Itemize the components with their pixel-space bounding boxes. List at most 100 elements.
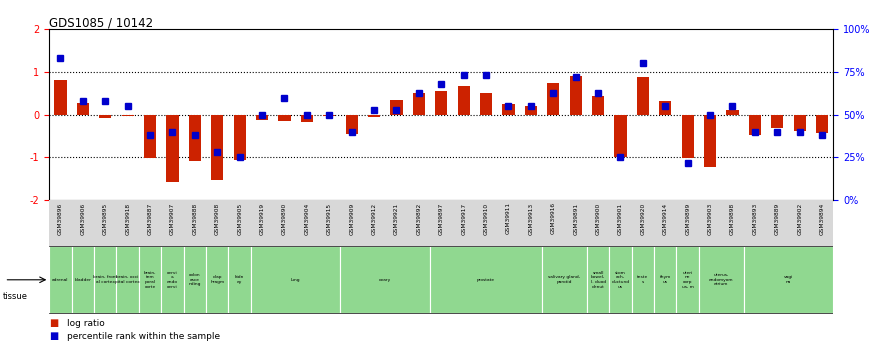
Text: GSM39906: GSM39906 — [81, 203, 85, 235]
Bar — [659, 101, 671, 115]
Text: ovary: ovary — [379, 278, 392, 282]
Bar — [587, 246, 609, 313]
Text: GSM39915: GSM39915 — [327, 203, 332, 235]
Bar — [340, 246, 430, 313]
Text: cervi
x,
endo
cervi: cervi x, endo cervi — [167, 271, 178, 289]
Text: GSM39904: GSM39904 — [305, 203, 309, 235]
Text: GSM39897: GSM39897 — [439, 203, 444, 235]
Bar — [435, 91, 447, 115]
Text: salivary gland,
parotid: salivary gland, parotid — [548, 276, 581, 284]
Bar — [771, 115, 783, 128]
Bar — [704, 115, 716, 167]
Bar — [542, 246, 587, 313]
Text: GSM39921: GSM39921 — [394, 203, 399, 235]
Bar — [211, 115, 223, 180]
Bar — [413, 93, 425, 115]
Bar — [346, 115, 358, 134]
Text: GSM39889: GSM39889 — [775, 203, 780, 235]
Text: GSM39919: GSM39919 — [260, 203, 264, 235]
Text: colon
asce
nding: colon asce nding — [189, 273, 201, 286]
Bar — [749, 115, 761, 135]
Bar — [94, 246, 116, 313]
Text: vagi
na: vagi na — [784, 276, 793, 284]
Text: lung: lung — [291, 278, 300, 282]
Text: tissue: tissue — [3, 292, 28, 301]
Text: stom
ach,
ductund
us: stom ach, ductund us — [611, 271, 630, 289]
Text: GSM39899: GSM39899 — [685, 203, 690, 235]
Bar — [570, 76, 582, 115]
Bar — [615, 115, 626, 157]
Bar — [816, 115, 828, 132]
Bar — [122, 115, 134, 116]
Text: brain, occi
pital cortex: brain, occi pital cortex — [116, 276, 140, 284]
Bar — [49, 246, 72, 313]
Bar — [144, 115, 156, 158]
Bar — [256, 115, 268, 120]
Text: GSM39909: GSM39909 — [349, 203, 354, 235]
Text: GSM39903: GSM39903 — [708, 203, 712, 235]
Bar — [632, 246, 654, 313]
Text: GSM39912: GSM39912 — [372, 203, 376, 235]
Text: GSM39900: GSM39900 — [596, 203, 600, 235]
Text: GSM39895: GSM39895 — [103, 203, 108, 235]
Text: GSM39914: GSM39914 — [663, 203, 668, 235]
Text: percentile rank within the sample: percentile rank within the sample — [67, 332, 220, 341]
Bar — [184, 246, 206, 313]
Text: GSM39891: GSM39891 — [573, 203, 578, 235]
Bar — [654, 246, 676, 313]
Bar — [609, 246, 632, 313]
Text: GSM39901: GSM39901 — [618, 203, 623, 235]
Text: GSM39894: GSM39894 — [820, 203, 824, 235]
Bar — [699, 246, 744, 313]
Bar — [391, 100, 402, 115]
Bar — [682, 115, 694, 158]
Text: GSM39898: GSM39898 — [730, 203, 735, 235]
Bar — [676, 246, 699, 313]
Bar — [301, 115, 313, 122]
Text: prostate: prostate — [477, 278, 495, 282]
Bar — [139, 246, 161, 313]
Bar — [727, 110, 738, 115]
Text: GSM39920: GSM39920 — [641, 203, 645, 235]
Text: GSM39892: GSM39892 — [417, 203, 421, 235]
Text: GSM39913: GSM39913 — [529, 203, 533, 235]
Text: brain,
tem
poral
corte: brain, tem poral corte — [144, 271, 156, 289]
Text: GSM39910: GSM39910 — [484, 203, 488, 235]
Bar — [99, 115, 111, 118]
Text: bladder: bladder — [74, 278, 91, 282]
Bar — [161, 246, 184, 313]
Bar — [430, 246, 542, 313]
Bar — [368, 115, 380, 117]
Text: GSM39896: GSM39896 — [58, 203, 63, 235]
Text: GSM39887: GSM39887 — [148, 203, 152, 235]
Text: GSM39888: GSM39888 — [193, 203, 197, 235]
Text: teste
s: teste s — [637, 276, 649, 284]
Bar — [637, 77, 649, 115]
Text: ■: ■ — [49, 318, 58, 328]
Text: uterus,
endomyom
etrium: uterus, endomyom etrium — [709, 273, 734, 286]
Bar — [167, 115, 178, 182]
Text: small
bowel,
l. duod
denut: small bowel, l. duod denut — [590, 271, 606, 289]
Text: GSM39911: GSM39911 — [506, 203, 511, 234]
Text: GSM39907: GSM39907 — [170, 203, 175, 235]
Text: thym
us: thym us — [659, 276, 671, 284]
Text: GDS1085 / 10142: GDS1085 / 10142 — [49, 16, 153, 29]
Text: adrenal: adrenal — [52, 278, 69, 282]
Bar — [234, 115, 246, 159]
Text: log ratio: log ratio — [67, 319, 105, 328]
Bar — [228, 246, 251, 313]
Text: GSM39908: GSM39908 — [215, 203, 220, 235]
Bar — [592, 96, 604, 115]
Bar — [279, 115, 290, 121]
Text: GSM39902: GSM39902 — [797, 203, 802, 235]
Bar — [251, 246, 340, 313]
Bar — [189, 115, 201, 161]
Bar — [72, 246, 94, 313]
Text: GSM39918: GSM39918 — [125, 203, 130, 235]
Text: GSM39890: GSM39890 — [282, 203, 287, 235]
Bar — [480, 93, 492, 115]
Text: uteri
ne
corp
us, m: uteri ne corp us, m — [682, 271, 694, 289]
Bar — [458, 86, 470, 115]
Text: GSM39893: GSM39893 — [753, 203, 757, 235]
Bar — [794, 115, 806, 131]
